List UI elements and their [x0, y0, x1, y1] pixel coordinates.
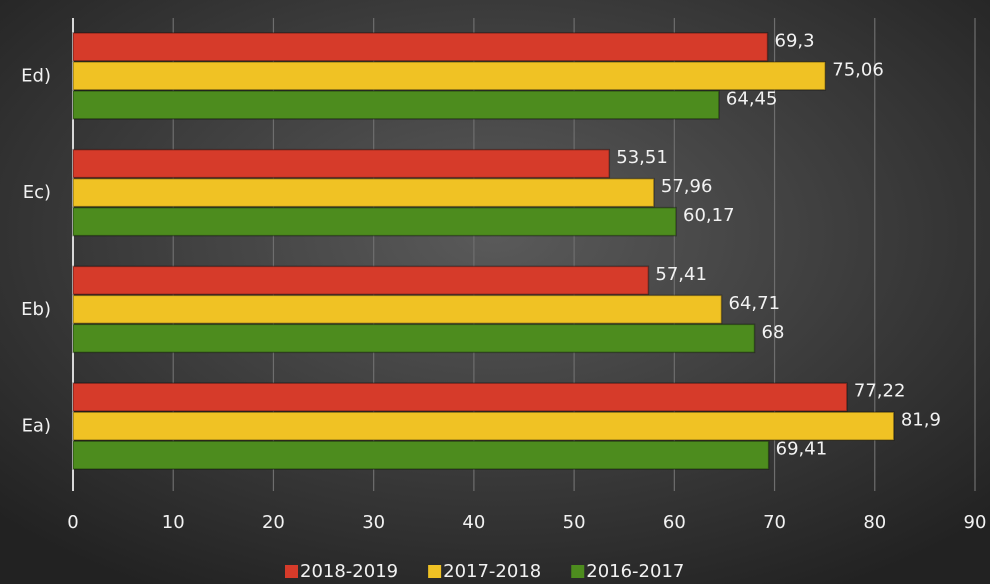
- x-tick-label: 70: [763, 512, 786, 533]
- data-label: 57,96: [661, 176, 713, 197]
- legend-label: 2018-2019: [300, 561, 398, 582]
- data-label: 75,06: [832, 59, 884, 80]
- x-tick-label: 50: [563, 512, 586, 533]
- data-label: 57,41: [655, 264, 707, 285]
- bar: [72, 206, 677, 237]
- y-tick-label: Ea): [22, 416, 51, 437]
- legend-swatch: [285, 565, 298, 578]
- x-tick-label: 10: [162, 512, 185, 533]
- legend-swatch: [571, 565, 585, 578]
- y-tick-label: Ed): [21, 65, 51, 86]
- data-label: 64,71: [729, 293, 781, 314]
- data-label: 53,51: [616, 147, 668, 168]
- data-label: 68: [762, 322, 785, 343]
- bar: [72, 90, 720, 120]
- x-tick-label: 90: [964, 512, 987, 533]
- legend-swatch: [428, 565, 442, 578]
- bar: [72, 411, 895, 441]
- bar: [72, 177, 655, 208]
- legend-label: 2016-2017: [586, 561, 684, 582]
- data-label: 69,3: [775, 30, 815, 51]
- bar: [72, 148, 611, 179]
- bar: [72, 32, 769, 62]
- legend: 2018-2019 2017-2018 2016-2017: [285, 561, 684, 582]
- x-tick-label: 60: [663, 512, 686, 533]
- bar: [72, 323, 756, 354]
- data-label: 64,45: [726, 88, 778, 109]
- x-tick-label: 20: [262, 512, 285, 533]
- legend-label: 2017-2018: [443, 561, 541, 582]
- x-tick-label: 0: [67, 512, 78, 533]
- x-tick-label: 40: [462, 512, 485, 533]
- x-tick-label: 80: [863, 512, 886, 533]
- data-label: 81,9: [901, 410, 941, 431]
- y-tick-label: Ec): [23, 182, 51, 203]
- bar: [72, 382, 848, 412]
- data-label: 77,22: [854, 381, 906, 402]
- x-tick-label: 30: [362, 512, 385, 533]
- data-label: 69,41: [776, 439, 828, 460]
- data-label: 60,17: [683, 205, 735, 226]
- bar: [72, 265, 650, 296]
- y-tick-label: Eb): [21, 299, 51, 320]
- bar: [72, 61, 827, 91]
- bar: [72, 294, 723, 325]
- bar: [72, 440, 770, 470]
